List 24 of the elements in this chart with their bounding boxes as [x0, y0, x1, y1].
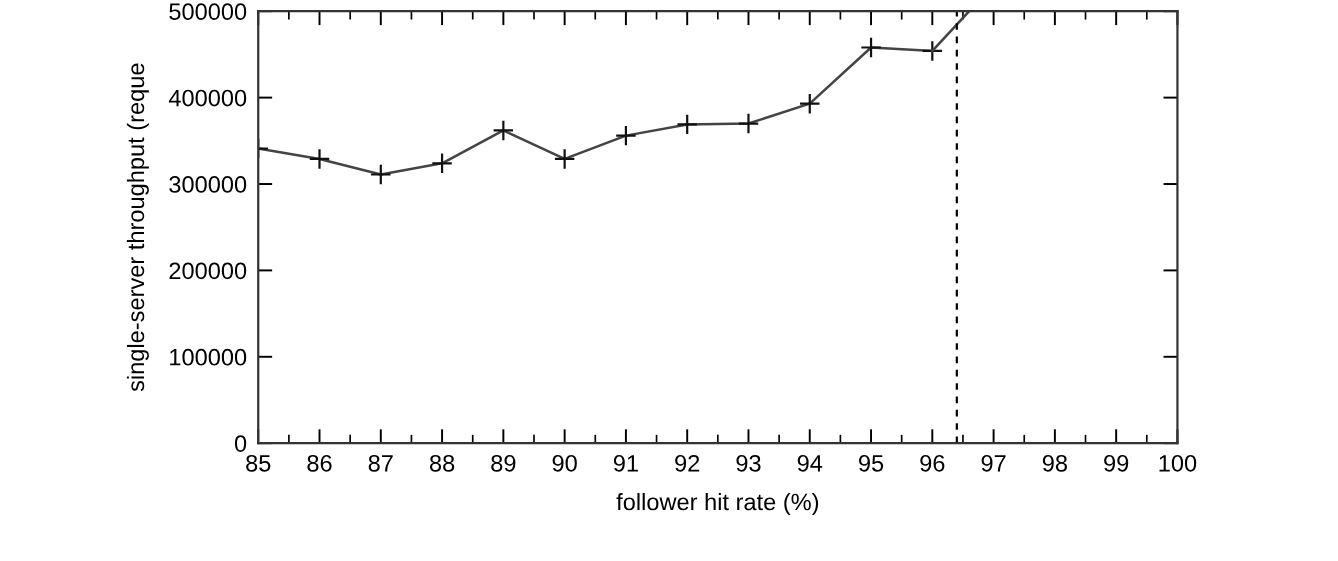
x-tick-label: 89 [491, 454, 516, 472]
y-tick-label: 0 [234, 435, 247, 452]
y-tick-label: 300000 [169, 176, 247, 193]
x-tick-label: 86 [307, 454, 332, 472]
x-tick-label: 96 [920, 454, 945, 472]
x-tick-label: 88 [429, 454, 455, 472]
x-tick-label: 85 [246, 454, 271, 472]
y-tick-label: 100000 [170, 348, 247, 366]
x-tick-label: 99 [1104, 454, 1129, 472]
x-tick-label: 93 [736, 454, 761, 472]
x-tick-label: 94 [797, 454, 823, 472]
y-axis-title: single-server throughput (reque [126, 63, 149, 392]
x-tick-label: 98 [1042, 454, 1067, 472]
x-axis-title: follower hit rate (%) [616, 492, 819, 515]
x-tick-label: 87 [368, 454, 393, 472]
y-tick-label: 200000 [169, 262, 247, 280]
y-tick-label: 500000 [169, 3, 247, 21]
x-tick-label: 91 [613, 454, 638, 472]
x-tick-label: 92 [675, 454, 700, 472]
x-tick-label: 95 [859, 454, 884, 472]
x-tick-label: 90 [552, 454, 577, 472]
y-tick-label: 400000 [168, 89, 247, 107]
x-tick-label: 100 [1159, 454, 1197, 472]
x-tick-label: 97 [981, 454, 1006, 472]
